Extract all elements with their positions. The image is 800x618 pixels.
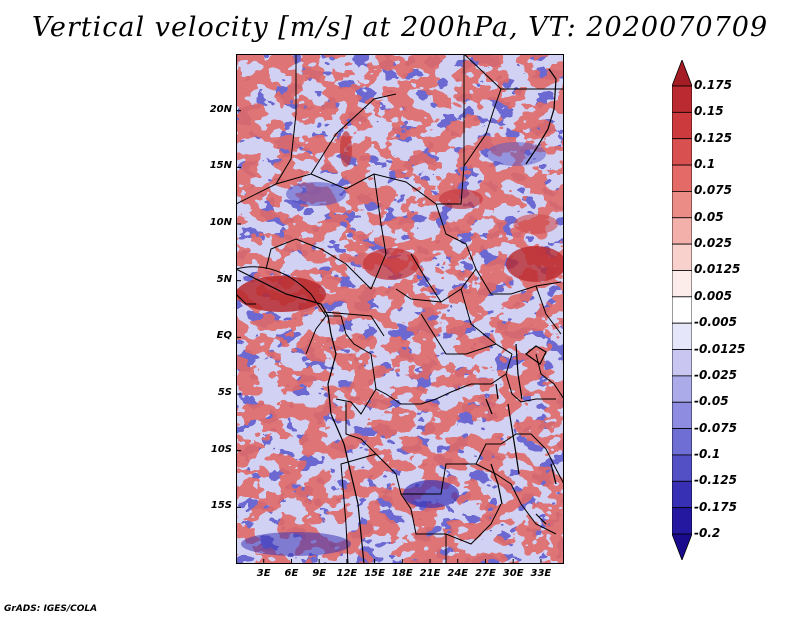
colorbar-level-label: 0.05 xyxy=(694,209,724,224)
colorbar-swatch xyxy=(672,111,692,140)
colorbar-swatch xyxy=(672,164,692,192)
lon-tick-label: 15E xyxy=(364,568,385,579)
lon-tick-label: 9E xyxy=(312,568,327,579)
colorbar-level-label: -0.2 xyxy=(694,526,721,540)
strong-downdraft-patches xyxy=(241,142,546,556)
colorbar-level-label: 0.1 xyxy=(694,157,716,172)
lat-tick-label: 15N xyxy=(209,160,232,172)
lat-tick-label: 5S xyxy=(217,387,232,398)
lon-tick-label: 33E xyxy=(530,568,552,579)
colorbar-level-label: -0.05 xyxy=(694,394,729,409)
lat-tick-label: 20N xyxy=(209,103,232,115)
colorbar-level-label: 0.025 xyxy=(694,236,732,251)
colorbar-level-label: 0.0125 xyxy=(694,262,741,277)
colorbar-level-label: 0.15 xyxy=(694,104,724,119)
lat-tick-label: 5N xyxy=(216,273,232,285)
colorbar-swatch xyxy=(672,480,692,509)
colorbar-swatch xyxy=(672,217,692,245)
colorbar-swatch xyxy=(672,375,692,403)
lon-tick-label: 30E xyxy=(502,568,524,579)
lon-tick-label: 18E xyxy=(391,568,413,579)
colorbar-swatch xyxy=(672,296,692,324)
colorbar-level-label: 0.175 xyxy=(694,78,732,92)
lon-tick-label: 12E xyxy=(336,568,358,579)
lon-tick-label: 21E xyxy=(419,568,441,579)
colorbar-swatch xyxy=(672,454,692,482)
colorbar-swatch xyxy=(672,401,692,429)
lon-tick-label: 24E xyxy=(447,568,469,579)
lon-tick-label: 27E xyxy=(475,568,496,579)
lon-tick-label: 3E xyxy=(256,568,271,579)
colorbar-swatches xyxy=(672,60,692,560)
colorbar-swatch xyxy=(672,191,692,219)
chart-title: Vertical velocity [m/s] at 200hPa, VT: 2… xyxy=(31,12,769,43)
colorbar-level-label: 0.125 xyxy=(694,130,732,145)
colorbar-level-label: -0.075 xyxy=(694,420,737,435)
colorbar-swatch xyxy=(672,243,692,271)
colorbar-swatch xyxy=(672,349,692,377)
colorbar-swatch xyxy=(672,138,692,166)
colorbar-swatch xyxy=(672,507,692,535)
colorbar-level-label: -0.0125 xyxy=(694,341,746,356)
colorbar xyxy=(672,60,692,560)
axis-tick-marks xyxy=(236,110,542,564)
lat-tick-label: 15S xyxy=(210,500,232,512)
colorbar-level-label: -0.125 xyxy=(694,473,737,488)
colorbar-swatch xyxy=(672,85,692,113)
colorbar-swatch xyxy=(672,533,692,560)
map-frame xyxy=(236,54,564,564)
vertical-velocity-field xyxy=(236,54,564,564)
lon-tick-label: 6E xyxy=(284,568,299,579)
map-panel xyxy=(236,54,564,564)
colorbar-level-label: -0.005 xyxy=(694,315,737,330)
lat-tick-label: 10N xyxy=(209,217,232,228)
colorbar-level-label: -0.025 xyxy=(694,367,737,382)
colorbar-level-label: 0.005 xyxy=(694,288,732,303)
colorbar-level-label: 0.075 xyxy=(694,183,732,198)
coastlines-and-lakes xyxy=(236,68,557,564)
lat-tick-label: EQ xyxy=(216,330,232,342)
colorbar-level-label: -0.1 xyxy=(694,446,721,461)
grads-credit: GrADS: IGES/COLA xyxy=(4,604,98,614)
colorbar-swatch xyxy=(672,322,692,350)
country-borders xyxy=(236,54,564,564)
lat-tick-label: 10S xyxy=(210,443,232,455)
colorbar-swatch xyxy=(672,60,692,87)
colorbar-swatch xyxy=(672,428,692,456)
colorbar-swatch xyxy=(672,270,692,298)
colorbar-level-label: -0.175 xyxy=(694,499,737,514)
